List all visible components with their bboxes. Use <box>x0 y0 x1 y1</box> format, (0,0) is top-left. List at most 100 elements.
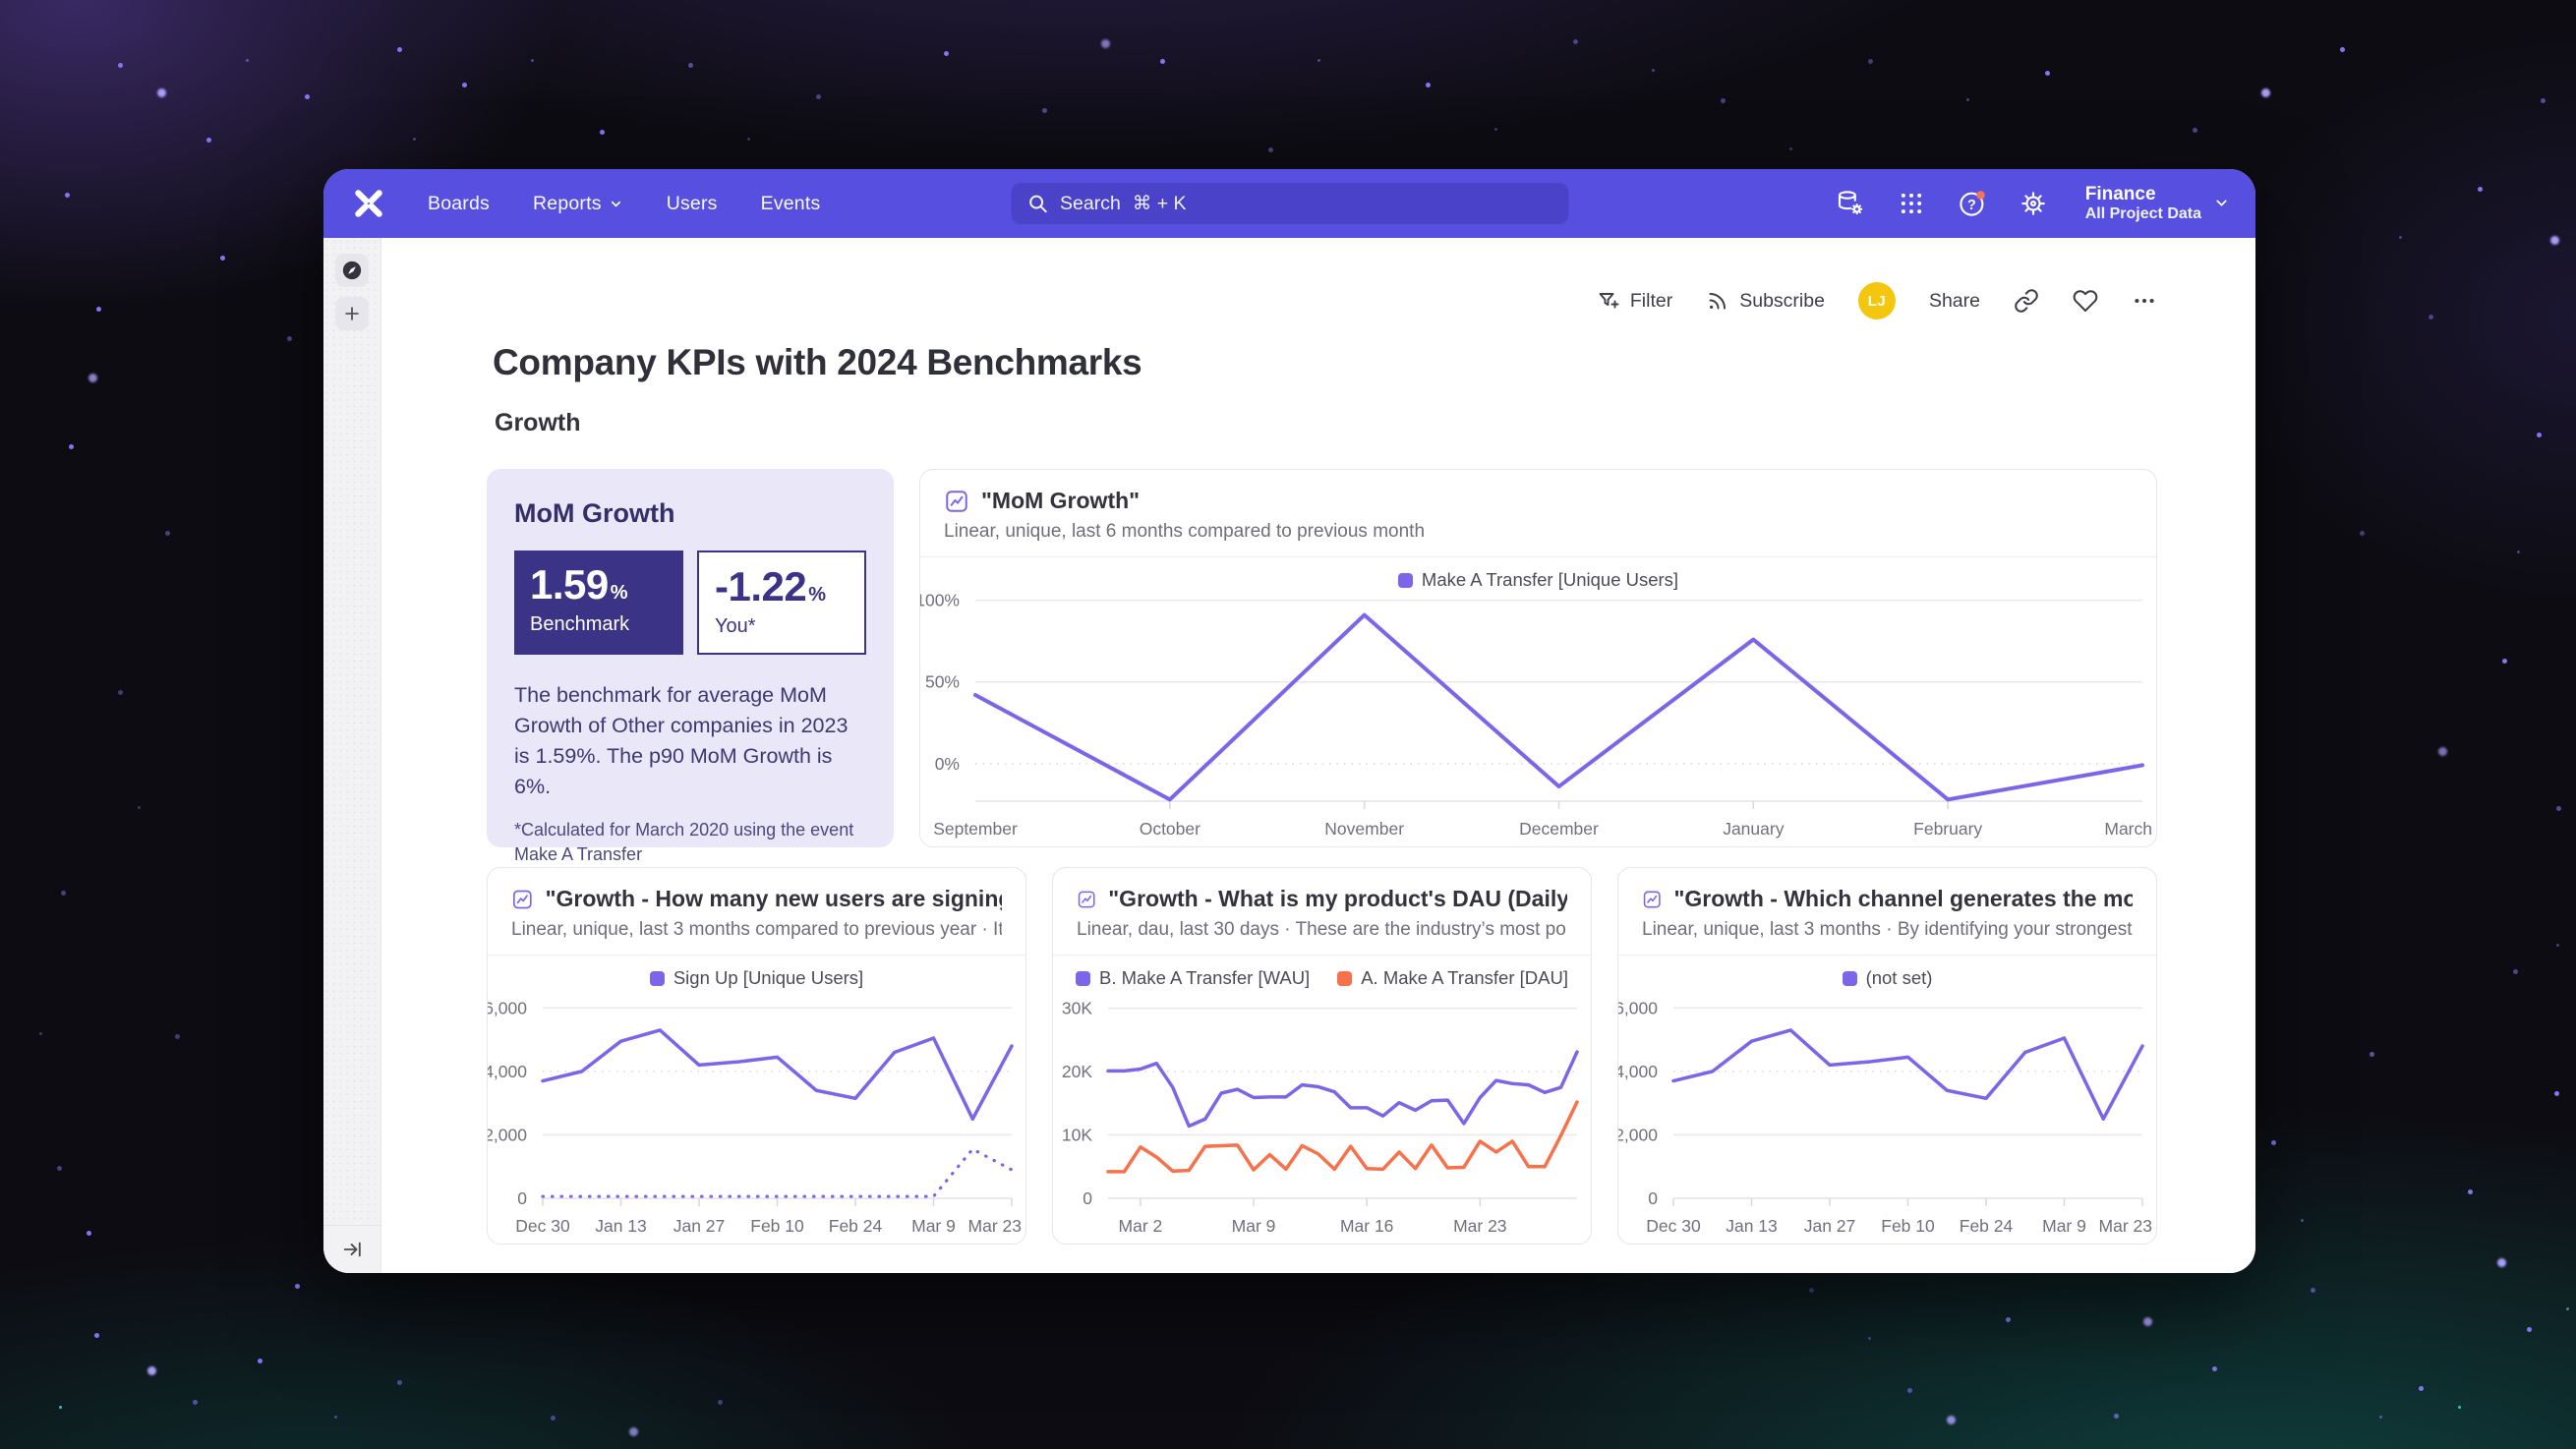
svg-text:10K: 10K <box>1062 1126 1092 1145</box>
legend-item: A. Make A Transfer [DAU] <box>1337 967 1568 989</box>
search-icon <box>1028 195 1047 213</box>
link-icon[interactable] <box>2014 288 2039 314</box>
subscribe-button[interactable]: Subscribe <box>1706 289 1825 313</box>
svg-text:Feb 10: Feb 10 <box>750 1216 804 1236</box>
board-toolbar: Filter Subscribe LJ Share <box>487 281 2157 320</box>
avatar[interactable]: LJ <box>1857 282 1896 319</box>
legend-item: Make A Transfer [Unique Users] <box>1397 569 1678 591</box>
svg-text:6,000: 6,000 <box>1618 998 1658 1017</box>
chart-card-subtitle: Linear, unique, last 3 months · By ident… <box>1642 919 2133 940</box>
svg-text:0: 0 <box>1648 1188 1658 1208</box>
nav-item-events[interactable]: Events <box>760 192 821 214</box>
top-navbar: Boards Reports Users Events Search ⌘ + K <box>323 169 2255 238</box>
nav-item-reports[interactable]: Reports <box>533 193 623 215</box>
mixpanel-logo-icon[interactable] <box>349 184 388 223</box>
chart-card-title[interactable]: "Growth - Which channel generates the mo… <box>1673 886 2133 911</box>
chart-card-title[interactable]: "MoM Growth" <box>981 488 1141 513</box>
svg-text:4,000: 4,000 <box>1618 1062 1658 1081</box>
chart-card-mom-growth: "MoM Growth" Linear, unique, last 6 mont… <box>919 469 2157 847</box>
chart-card-subtitle: Linear, unique, last 3 months compared t… <box>511 919 1002 940</box>
apps-grid-icon[interactable] <box>1897 189 1926 218</box>
benchmark-footnote: *Calculated for March 2020 using the eve… <box>514 819 854 864</box>
legend-item: (not set) <box>1842 967 1932 989</box>
benchmark-description: The benchmark for average MoM Growth of … <box>514 683 849 798</box>
svg-text:Mar 9: Mar 9 <box>2042 1216 2086 1236</box>
you-label: You* <box>715 615 756 637</box>
expand-panel-icon[interactable] <box>341 1239 363 1260</box>
svg-text:Jan 27: Jan 27 <box>673 1216 726 1236</box>
svg-text:50%: 50% <box>925 672 960 692</box>
svg-text:0%: 0% <box>935 754 960 774</box>
svg-text:Mar 9: Mar 9 <box>911 1216 956 1236</box>
chart-canvas[interactable]: 6,000 4,000 2,000 0 Dec 30 Jan 13 Jan 27 Feb 10… <box>1618 989 2156 1244</box>
svg-text:Jan 27: Jan 27 <box>1804 1216 1856 1236</box>
benchmark-card-title: MoM Growth <box>514 498 675 528</box>
help-icon[interactable]: ? <box>1958 189 1987 218</box>
benchmark-label: Benchmark <box>530 613 630 635</box>
chart-card-title[interactable]: "Growth - How many new users are signing… <box>545 886 1002 911</box>
settings-gear-icon[interactable] <box>2019 189 2048 218</box>
svg-text:6,000: 6,000 <box>488 998 527 1017</box>
search-input[interactable]: Search ⌘ + K <box>1011 183 1568 224</box>
search-placeholder: Search <box>1060 192 1121 214</box>
chart-legend: B. Make A Transfer [WAU] A. Make A Transf… <box>1061 967 1583 989</box>
svg-text:Jan 13: Jan 13 <box>595 1216 647 1236</box>
more-options-icon[interactable] <box>2132 288 2157 314</box>
legend-item: B. Make A Transfer [WAU] <box>1076 967 1310 989</box>
filter-icon <box>1599 293 1619 309</box>
chart-card-dau: "Growth - What is my product's DAU (Dail… <box>1052 867 1592 1245</box>
board-content: Filter Subscribe LJ Share <box>381 238 2255 1273</box>
svg-text:Mar 2: Mar 2 <box>1119 1216 1163 1236</box>
line-chart-icon <box>946 490 967 512</box>
line-chart-icon <box>1078 891 1095 907</box>
svg-text:February: February <box>1913 819 1982 839</box>
svg-text:20K: 20K <box>1062 1062 1092 1081</box>
chart-legend: Sign Up [Unique Users] <box>496 967 1018 989</box>
project-name: Finance <box>2084 183 2156 204</box>
chart-card-signups: "Growth - How many new users are signing… <box>487 867 1026 1245</box>
cards-row-2: "Growth - How many new users are signing… <box>487 867 2157 1245</box>
benchmark-card: MoM Growth 1.59% Benchmark -1.22% You* T… <box>487 469 894 864</box>
svg-text:Feb 24: Feb 24 <box>1960 1216 2014 1236</box>
svg-text:Mar 16: Mar 16 <box>1340 1216 1393 1236</box>
legend-item: Sign Up [Unique Users] <box>649 967 863 989</box>
svg-text:Feb 10: Feb 10 <box>1881 1216 1935 1236</box>
svg-text:Dec 30: Dec 30 <box>1646 1216 1701 1236</box>
chevron-down-icon <box>611 201 620 206</box>
svg-text:March: March <box>2104 819 2152 839</box>
project-switcher[interactable]: Finance All Project Data <box>2085 184 2230 223</box>
sidebar-footer <box>323 1225 381 1273</box>
svg-text:Mar 9: Mar 9 <box>1232 1216 1276 1236</box>
svg-text:Mar 23: Mar 23 <box>1453 1216 1506 1236</box>
benchmark-value: 1.59 <box>530 561 609 608</box>
svg-text:October: October <box>1140 819 1200 839</box>
svg-text:Dec 30: Dec 30 <box>515 1216 570 1236</box>
plus-icon[interactable] <box>335 297 369 330</box>
svg-text:Jan 13: Jan 13 <box>1726 1216 1778 1236</box>
favorite-heart-icon[interactable] <box>2073 288 2098 314</box>
svg-text:Feb 24: Feb 24 <box>829 1216 883 1236</box>
cards-row-1: MoM Growth 1.59% Benchmark -1.22% You* T… <box>487 469 2157 864</box>
filter-button[interactable]: Filter <box>1597 289 1672 313</box>
svg-text:2,000: 2,000 <box>488 1125 527 1144</box>
chart-card-title[interactable]: "Growth - What is my product's DAU (Dail… <box>1108 886 1567 911</box>
page-title: Company KPIs with 2024 Benchmarks <box>493 342 1142 382</box>
chart-canvas[interactable]: 100% 50% 0% September October November Decembe… <box>920 591 2156 846</box>
svg-text:0: 0 <box>517 1188 527 1208</box>
navbar-right: ? Finance All Project Data <box>1836 184 2230 223</box>
chart-card-subtitle: Linear, unique, last 6 months compared t… <box>944 521 1426 542</box>
svg-text:100%: 100% <box>920 591 960 610</box>
compass-icon[interactable] <box>335 254 369 287</box>
chart-canvas[interactable]: 6,000 4,000 2,000 0 Dec 30 Jan 13 Jan 27 Feb 10… <box>488 989 1025 1244</box>
star-field <box>0 0 5 5</box>
search-shortcut: ⌘ + K <box>1132 193 1187 214</box>
svg-text:Mar 23: Mar 23 <box>2099 1216 2152 1236</box>
nav-item-boards[interactable]: Boards <box>428 192 490 214</box>
line-chart-icon <box>512 890 532 908</box>
chart-canvas[interactable]: 30K 20K 10K 0 Mar 2 Mar 9 Mar 16 Mar 23 <box>1053 989 1591 1244</box>
data-management-icon[interactable] <box>1836 189 1865 218</box>
benchmark-value-box: 1.59% Benchmark <box>514 551 683 655</box>
line-chart-icon <box>1643 891 1661 907</box>
share-button[interactable]: Share <box>1928 289 1980 312</box>
nav-item-users[interactable]: Users <box>666 192 718 214</box>
